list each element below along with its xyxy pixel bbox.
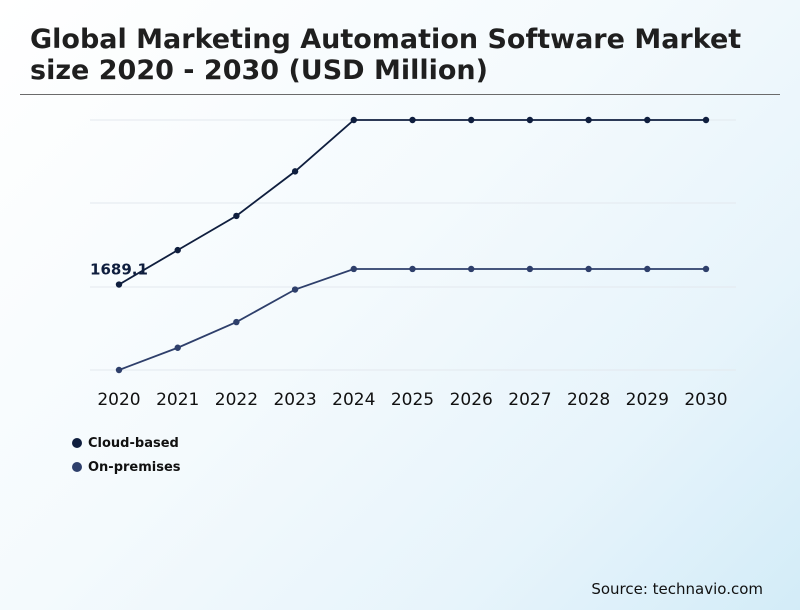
legend: Cloud-based On-premises [72, 436, 181, 484]
data-point-cloud-based[interactable] [233, 212, 240, 220]
data-point-on-premises[interactable] [291, 286, 299, 293]
data-point-cloud-based[interactable] [468, 116, 475, 124]
legend-marker-cloud-based [72, 438, 82, 448]
data-point-cloud-based[interactable] [174, 246, 181, 254]
line-chart: 2020 2021 2022 2023 2024 2025 2026 2027 2028 2029… [90, 116, 736, 410]
data-point-cloud-based[interactable] [409, 116, 416, 124]
data-labels: 1689.1 [90, 261, 148, 279]
data-label: 1689.1 [90, 261, 148, 279]
data-point-on-premises[interactable] [115, 366, 123, 374]
legend-marker-on-premises [72, 462, 82, 472]
data-point-on-premises[interactable] [350, 265, 357, 273]
title-divider [20, 94, 780, 95]
data-point-on-premises[interactable] [174, 344, 181, 351]
x-tick-label: 2024 [332, 390, 375, 410]
legend-item-cloud-based[interactable]: Cloud-based [72, 435, 181, 451]
x-tick-label: 2020 [97, 390, 140, 410]
x-tick-label: 2025 [391, 390, 434, 410]
x-tick-label: 2030 [684, 390, 727, 410]
x-tick-label: 2026 [450, 390, 493, 410]
series-points [115, 116, 710, 374]
x-tick-label: 2029 [626, 390, 669, 410]
legend-item-on-premises[interactable]: On-premises [72, 459, 181, 475]
data-point-on-premises[interactable] [702, 265, 710, 273]
data-point-on-premises[interactable] [585, 265, 592, 273]
data-point-cloud-based[interactable] [291, 168, 299, 175]
data-point-on-premises[interactable] [233, 318, 240, 326]
data-point-cloud-based[interactable] [585, 116, 592, 124]
x-tick-label: 2022 [215, 390, 258, 410]
legend-label-cloud-based: Cloud-based [88, 435, 179, 451]
x-tick-label: 2021 [156, 390, 199, 410]
data-point-on-premises[interactable] [526, 265, 534, 273]
x-tick-label: 2027 [508, 390, 551, 410]
data-point-cloud-based[interactable] [115, 281, 123, 288]
series-lines [118, 119, 706, 371]
data-point-cloud-based[interactable] [644, 116, 651, 124]
x-tick-label: 2028 [567, 390, 610, 410]
data-point-cloud-based[interactable] [350, 116, 357, 124]
x-axis-ticks: 2020 2021 2022 2023 2024 2025 2026 2027 2028 2029… [97, 390, 727, 410]
data-point-cloud-based[interactable] [526, 116, 534, 124]
data-point-on-premises[interactable] [644, 265, 651, 273]
source-credit: Source: technavio.com [591, 580, 763, 598]
data-point-cloud-based[interactable] [702, 116, 710, 124]
x-tick-label: 2023 [273, 390, 316, 410]
legend-label-on-premises: On-premises [88, 459, 181, 475]
data-point-on-premises[interactable] [409, 265, 416, 273]
series-line-cloud-based [118, 119, 706, 286]
series-line-on-premises [118, 268, 706, 371]
data-point-on-premises[interactable] [468, 265, 475, 273]
chart-title: Global Marketing Automation Software Mar… [30, 24, 742, 86]
